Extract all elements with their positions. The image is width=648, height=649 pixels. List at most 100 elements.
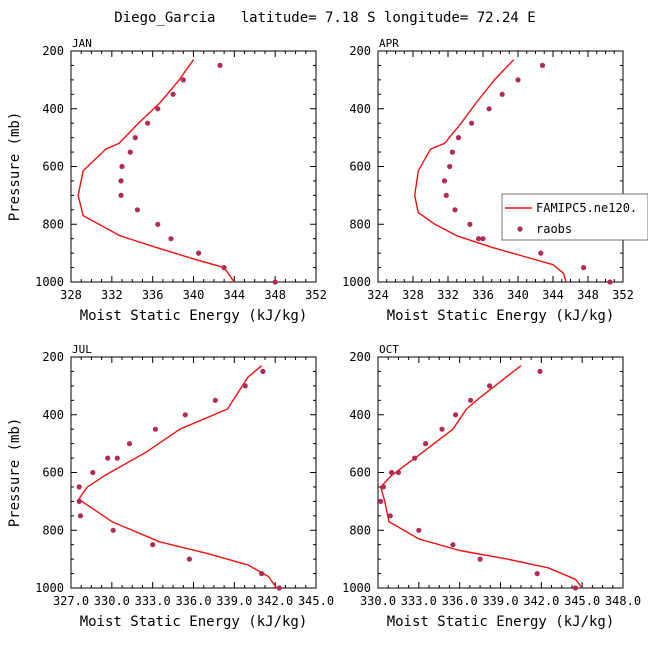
obs-point xyxy=(76,484,82,490)
panel-title: JAN xyxy=(72,37,92,50)
obs-point xyxy=(538,250,544,256)
obs-point xyxy=(607,279,613,285)
plot-frame xyxy=(70,50,317,283)
y-tick-label: 800 xyxy=(42,523,64,537)
y-tick-label: 600 xyxy=(42,466,64,480)
y-tick-label: 200 xyxy=(349,350,371,364)
obs-point xyxy=(155,106,161,112)
obs-point xyxy=(105,455,111,461)
panel-oct: OCT 330.0 333.0 336.0 339.0 342.0 345.0 348.0 20… xyxy=(342,343,641,630)
x-tick-label: 324 xyxy=(367,288,389,302)
obs-point xyxy=(572,585,579,591)
x-axis-label: Moist Static Energy (kJ/kg) xyxy=(387,308,615,324)
x-tick-label: 336.0 xyxy=(442,594,478,608)
y-tick-label: 400 xyxy=(349,102,371,116)
obs-point xyxy=(221,265,227,271)
figure-title: Diego_Garcia latitude= 7.18 S longitude=… xyxy=(114,10,535,26)
y-tick-label: 600 xyxy=(42,160,64,174)
obs-point xyxy=(242,383,248,389)
y-tick-label: 1000 xyxy=(342,581,371,595)
obs-point xyxy=(378,498,384,504)
obs-point xyxy=(272,279,278,285)
series-line-model xyxy=(78,365,278,589)
obs-point xyxy=(90,469,96,476)
y-axis-label: Pressure (mb) xyxy=(7,112,23,222)
obs-point xyxy=(416,527,422,533)
obs-point xyxy=(412,455,418,461)
plot-frame xyxy=(377,356,624,589)
obs-point xyxy=(380,484,386,490)
y-tick-label: 400 xyxy=(42,102,64,116)
obs-point xyxy=(127,149,133,155)
x-tick-label: 336 xyxy=(472,288,494,302)
legend-point-marker xyxy=(517,226,523,232)
x-tick-label: 345.0 xyxy=(298,594,334,608)
panel-title: APR xyxy=(379,37,399,50)
obs-point xyxy=(76,498,82,504)
y-tick-label: 1000 xyxy=(342,275,371,289)
obs-point xyxy=(534,571,540,577)
obs-point xyxy=(77,513,84,519)
x-tick-label: 328 xyxy=(402,288,424,302)
obs-point xyxy=(170,91,176,97)
obs-point xyxy=(486,106,492,112)
y-axis-label: Pressure (mb) xyxy=(7,418,23,528)
obs-point xyxy=(447,163,453,170)
obs-point xyxy=(468,397,474,403)
obs-point xyxy=(455,135,462,141)
obs-point xyxy=(182,412,188,418)
x-tick-label: 340 xyxy=(183,288,205,302)
obs-point xyxy=(150,542,156,548)
x-tick-label: 339.0 xyxy=(216,594,252,608)
panel-jul: JUL 327.0 330.0 333.0 336.0 339.0 342.0 345.0 20… xyxy=(7,343,334,630)
y-tick-label: 800 xyxy=(42,217,64,231)
x-axis-label: Moist Static Energy (kJ/kg) xyxy=(80,308,308,324)
y-tick-label: 200 xyxy=(349,44,371,58)
obs-point xyxy=(443,192,449,198)
obs-point xyxy=(441,178,448,184)
y-tick-label: 600 xyxy=(349,466,371,480)
panel-jan: JAN 328 332 336 340 344 348 352 200 400 600 800 1000… xyxy=(7,37,327,324)
obs-point xyxy=(155,221,161,227)
obs-point xyxy=(452,207,458,213)
obs-point xyxy=(469,120,475,126)
obs-point xyxy=(395,469,401,476)
obs-point xyxy=(423,441,429,447)
obs-point xyxy=(132,135,138,141)
series-line-model xyxy=(414,59,567,283)
obs-point xyxy=(186,556,192,562)
obs-point xyxy=(515,77,521,83)
obs-point xyxy=(145,120,151,126)
obs-point xyxy=(499,91,505,97)
y-tick-label: 1000 xyxy=(35,275,64,289)
obs-point xyxy=(168,236,174,242)
obs-point xyxy=(480,236,486,242)
x-tick-label: 336.0 xyxy=(175,594,211,608)
obs-point xyxy=(450,542,456,548)
x-tick-label: 332 xyxy=(437,288,459,302)
x-tick-label: 339.0 xyxy=(482,594,518,608)
obs-point xyxy=(260,368,266,374)
legend: FAMIPC5.ne120. raobs xyxy=(501,193,648,241)
obs-point xyxy=(118,192,124,198)
obs-point xyxy=(152,426,158,432)
legend-model-label: FAMIPC5.ne120. xyxy=(536,201,637,215)
x-tick-label: 328 xyxy=(60,288,82,302)
y-tick-label: 800 xyxy=(349,523,371,537)
x-tick-label: 327.0 xyxy=(53,594,89,608)
x-tick-label: 336 xyxy=(142,288,164,302)
obs-point xyxy=(476,236,482,242)
y-tick-label: 200 xyxy=(42,350,64,364)
x-tick-label: 348 xyxy=(577,288,599,302)
obs-point xyxy=(259,571,265,577)
x-tick-label: 332 xyxy=(101,288,123,302)
x-tick-label: 348.0 xyxy=(605,594,641,608)
obs-point xyxy=(180,77,186,83)
x-tick-label: 342.0 xyxy=(257,594,293,608)
obs-point xyxy=(114,455,120,461)
obs-point xyxy=(389,469,395,476)
obs-point xyxy=(119,163,125,170)
obs-point xyxy=(453,412,459,418)
x-tick-label: 344 xyxy=(542,288,564,302)
